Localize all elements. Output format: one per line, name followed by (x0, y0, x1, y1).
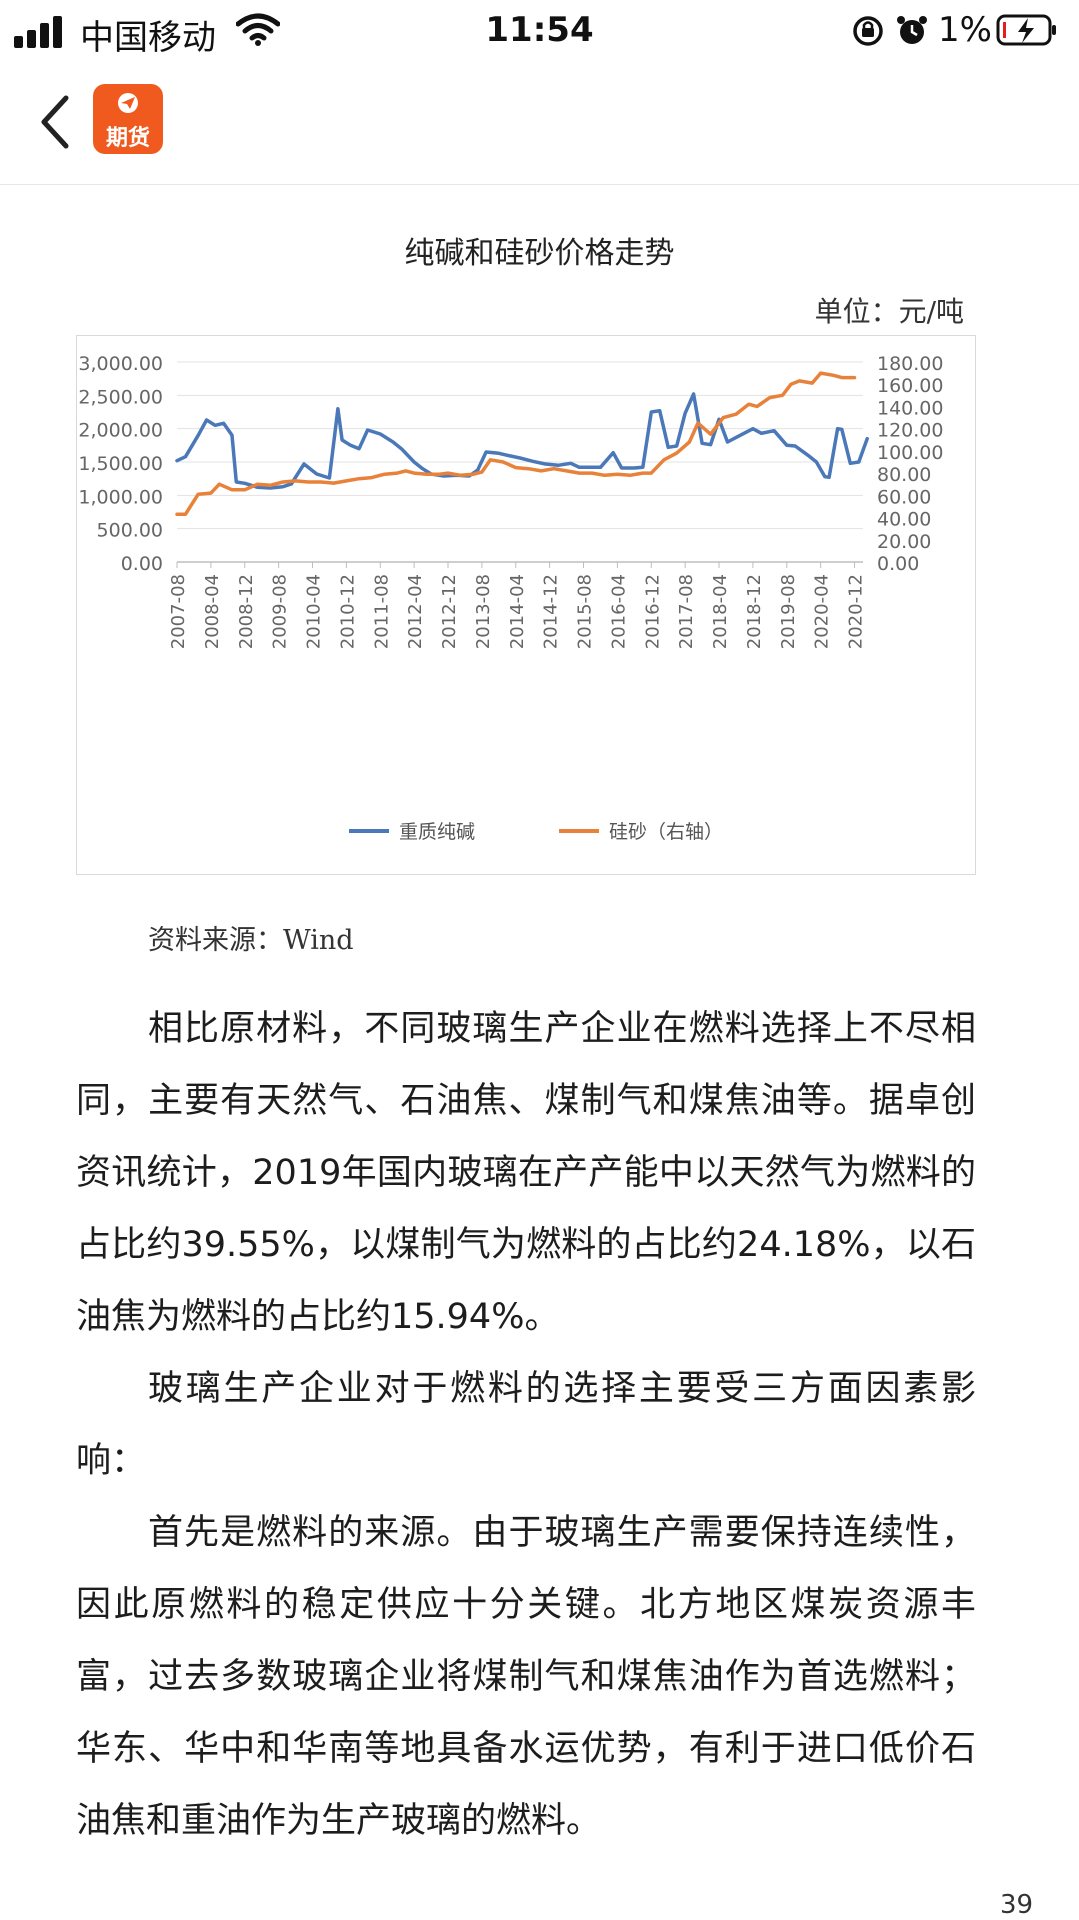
alarm-icon (897, 16, 927, 44)
x-tick-label: 2018-04 (710, 574, 731, 649)
y-left-tick-label: 2,500.00 (78, 386, 163, 408)
x-tick-label: 2008-12 (236, 574, 257, 649)
legend: 重质纯碱 硅砂（右轴） (349, 821, 723, 843)
nav-bar: 期货 (0, 60, 1079, 185)
x-tick-label: 2014-12 (541, 574, 562, 649)
rotation-lock-icon (853, 16, 883, 46)
x-tick-label: 2012-04 (405, 574, 426, 649)
gridlines (177, 361, 863, 563)
page-number: 39 (1000, 1890, 1034, 1920)
y-right-tick-label: 20.00 (877, 531, 931, 553)
article-paragraph: 首先是燃料的来源。由于玻璃生产需要保持连续性，因此原燃料的稳定供应十分关键。北方… (76, 1513, 976, 1841)
article-body: 相比原材料，不同玻璃生产企业在燃料选择上不尽相同，主要有天然气、石油焦、煤制气和… (76, 993, 976, 1857)
line-chart: 3,000.00 2,500.00 2,000.00 1,500.00 1,000.00… (78, 353, 943, 843)
battery-percentage: 1% (938, 10, 992, 50)
article-paragraph: 玻璃生产企业对于燃料的选择主要受三方面因素影响： (76, 1369, 976, 1481)
chart-title: 纯碱和硅砂价格走势 (404, 236, 675, 271)
signal-icon (14, 16, 62, 48)
source-caption: 资料来源：Wind (148, 925, 354, 956)
y-left-tick-label: 3,000.00 (78, 353, 163, 375)
y-right-tick-label: 80.00 (877, 464, 931, 486)
y-right-tick-label: 120.00 (877, 420, 943, 442)
y-right-tick-label: 180.00 (877, 353, 943, 375)
y-right-tick-label: 100.00 (877, 442, 943, 464)
x-tick-label: 2012-12 (439, 574, 460, 649)
status-time: 11:54 (485, 10, 594, 50)
legend-label-0: 重质纯碱 (399, 821, 475, 843)
y-left-tick-label: 1,000.00 (78, 486, 163, 508)
y-right-tick-label: 60.00 (877, 486, 931, 508)
y-right-tick-label: 160.00 (877, 375, 943, 397)
x-tick-label: 2008-04 (202, 574, 223, 649)
x-tick-label: 2011-08 (371, 574, 392, 649)
y-axis-right: 180.00160.00140.00120.00100.0080.0060.00… (877, 353, 943, 575)
series-lines (175, 371, 869, 516)
x-tick-label: 2020-04 (812, 574, 833, 649)
y-right-tick-label: 140.00 (877, 397, 943, 419)
y-right-tick-label: 40.00 (877, 509, 931, 531)
x-tick-label: 2009-08 (270, 574, 291, 649)
app-logo[interactable]: 期货 (93, 84, 163, 154)
y-left-tick-label: 500.00 (97, 520, 163, 542)
series-line-1 (175, 371, 857, 516)
back-chevron-icon[interactable] (30, 90, 80, 154)
x-tick-label: 2018-12 (744, 574, 765, 649)
x-tick-label: 2019-08 (778, 574, 799, 649)
x-tick-label: 2014-04 (507, 574, 528, 649)
y-left-tick-label: 0.00 (121, 553, 163, 575)
x-tick-label: 2015-08 (575, 574, 596, 649)
x-tick-label: 2020-12 (846, 574, 867, 649)
wifi-icon (236, 13, 280, 46)
app-logo-label: 期货 (105, 126, 150, 151)
x-tick-label: 2016-04 (608, 574, 629, 649)
battery-charging-icon (996, 14, 1056, 46)
chart-unit: 单位：元/吨 (814, 295, 964, 328)
chart-frame: 3,000.00 2,500.00 2,000.00 1,500.00 1,000.00… (76, 335, 976, 875)
x-tick-label: 2007-08 (168, 574, 189, 649)
x-tick-label: 2016-12 (642, 574, 663, 649)
series-line-0 (175, 392, 869, 490)
y-axis-left: 3,000.00 2,500.00 2,000.00 1,500.00 1,000.00… (78, 353, 163, 575)
y-left-tick-label: 1,500.00 (78, 453, 163, 475)
y-right-tick-label: 0.00 (877, 553, 919, 575)
carrier-name: 中国移动 (80, 18, 216, 58)
legend-label-1: 硅砂（右轴） (609, 821, 723, 843)
x-tick-label: 2010-12 (337, 574, 358, 649)
x-tick-label: 2013-08 (473, 574, 494, 649)
status-bar: 中国移动 11:54 1% (0, 0, 1079, 60)
y-left-tick-label: 2,000.00 (78, 420, 163, 442)
paper-plane-icon (118, 93, 138, 113)
x-axis: 2007-08 2008-04 2008-12 2009-08 2010-04 2010-… (168, 561, 867, 649)
x-tick-label: 2017-08 (676, 574, 697, 649)
article-paragraph: 相比原材料，不同玻璃生产企业在燃料选择上不尽相同，主要有天然气、石油焦、煤制气和… (76, 1009, 976, 1337)
x-tick-label: 2010-04 (304, 574, 325, 649)
